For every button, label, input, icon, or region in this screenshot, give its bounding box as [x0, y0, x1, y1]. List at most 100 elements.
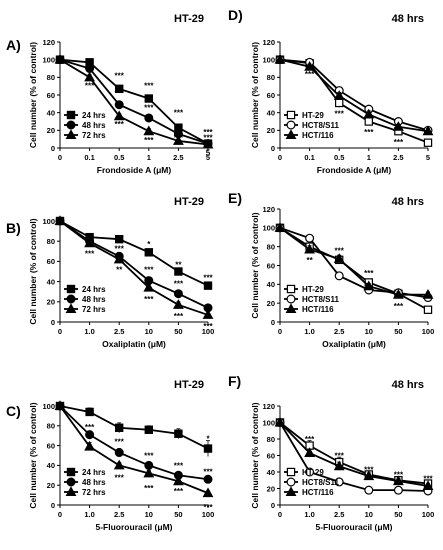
y-tick-label: 20 [267, 484, 275, 493]
series-ht-29 [275, 55, 433, 147]
y-tick-label: 120 [262, 38, 275, 47]
legend-marker [286, 294, 296, 304]
data-point [392, 121, 404, 131]
x-tick-label: 0 [58, 153, 62, 162]
y-axis-label: Cell number (% of control) [28, 402, 38, 508]
y-tick-label: 100 [262, 55, 275, 64]
x-tick-label: 2.5 [173, 153, 183, 162]
y-tick-label: 40 [47, 108, 55, 117]
data-point [172, 475, 184, 486]
significance-label: *** [174, 280, 184, 289]
y-tick-label: 80 [267, 435, 275, 444]
data-point [85, 430, 95, 440]
data-point [274, 222, 286, 232]
data-point [144, 248, 153, 257]
significance-label: *** [174, 312, 184, 321]
y-tick-label: 120 [42, 38, 55, 47]
significance-label: *** [305, 435, 315, 444]
significance-label: * [147, 240, 151, 249]
panel-label: A) [6, 37, 21, 53]
significance-label: *** [203, 274, 213, 283]
x-tick-label: 10 [365, 510, 373, 519]
series-hct8-s11 [275, 55, 433, 135]
data-point [422, 125, 434, 136]
panel-title: 48 hrs [392, 196, 424, 208]
series-line [279, 421, 429, 487]
y-tick-label: 100 [262, 418, 275, 427]
panel-label: D) [228, 7, 243, 23]
series-line [59, 405, 209, 450]
data-point [364, 485, 374, 495]
x-axis-label: Frondoside A (μM) [97, 165, 172, 175]
legend-marker [65, 303, 77, 313]
significance-label: *** [115, 244, 125, 253]
y-tick-label: 120 [262, 402, 275, 411]
legend-marker [66, 467, 76, 477]
y-tick-label: 60 [267, 261, 275, 270]
data-point [54, 400, 66, 410]
data-point [304, 243, 316, 254]
data-point [422, 480, 434, 491]
data-point [203, 281, 213, 290]
y-tick-label: 60 [267, 451, 275, 460]
y-tick-label: 0 [271, 318, 275, 327]
significance-label: 5 [206, 148, 211, 157]
data-point [305, 467, 315, 477]
legend-marker [65, 486, 77, 496]
data-point [305, 233, 315, 243]
panel-title: 48 hrs [392, 379, 424, 391]
series-24-hrs [55, 401, 213, 457]
panel-label: F) [228, 373, 241, 389]
data-point [85, 407, 94, 417]
data-point [333, 90, 345, 100]
series-hct-116 [274, 416, 434, 491]
x-tick-label: 0.1 [304, 153, 314, 162]
legend-label: HCT/116 [302, 305, 334, 314]
series-line [59, 220, 209, 316]
series-line [59, 58, 209, 146]
series-line [59, 58, 209, 145]
x-tick-label: 0 [58, 327, 62, 336]
x-tick-label: 2.5 [114, 510, 124, 519]
y-tick-label: 40 [47, 461, 55, 470]
significance-label: *** [203, 133, 213, 142]
y-tick-label: 20 [267, 126, 275, 135]
x-tick-label: 50 [174, 327, 182, 336]
data-point [304, 447, 316, 458]
panel-label: E) [228, 190, 242, 206]
data-point [54, 53, 66, 64]
y-tick-label: 0 [271, 144, 275, 153]
legend-marker [66, 294, 76, 304]
data-point [304, 61, 316, 71]
data-point [85, 63, 95, 73]
data-point [202, 309, 214, 319]
panel-title: HT-29 [174, 196, 204, 208]
legend-marker [286, 467, 296, 477]
x-axis-label: Frondoside A (μM) [317, 165, 392, 175]
significance-label: *** [335, 246, 345, 255]
significance-label: *** [203, 467, 213, 476]
y-tick-label: 40 [47, 277, 55, 286]
data-point [174, 429, 183, 438]
series-line [279, 227, 428, 296]
y-tick-label: 0 [51, 501, 55, 510]
x-tick-label: 1.0 [304, 510, 314, 519]
data-point [174, 267, 183, 276]
data-point [114, 100, 124, 110]
significance-label: *** [115, 473, 125, 482]
data-point [113, 110, 125, 121]
series-ht-29 [275, 418, 433, 488]
y-tick-label: 40 [267, 108, 275, 117]
data-point [333, 253, 345, 263]
significance-label: *** [423, 475, 433, 484]
panel-label: B) [6, 220, 21, 236]
y-tick-label: 40 [267, 468, 275, 477]
data-point [203, 474, 213, 484]
data-point [114, 234, 124, 244]
y-tick-label: 60 [47, 441, 55, 450]
x-tick-label: 2.5 [334, 510, 344, 519]
y-axis-label: Cell number (% of control) [250, 42, 260, 148]
